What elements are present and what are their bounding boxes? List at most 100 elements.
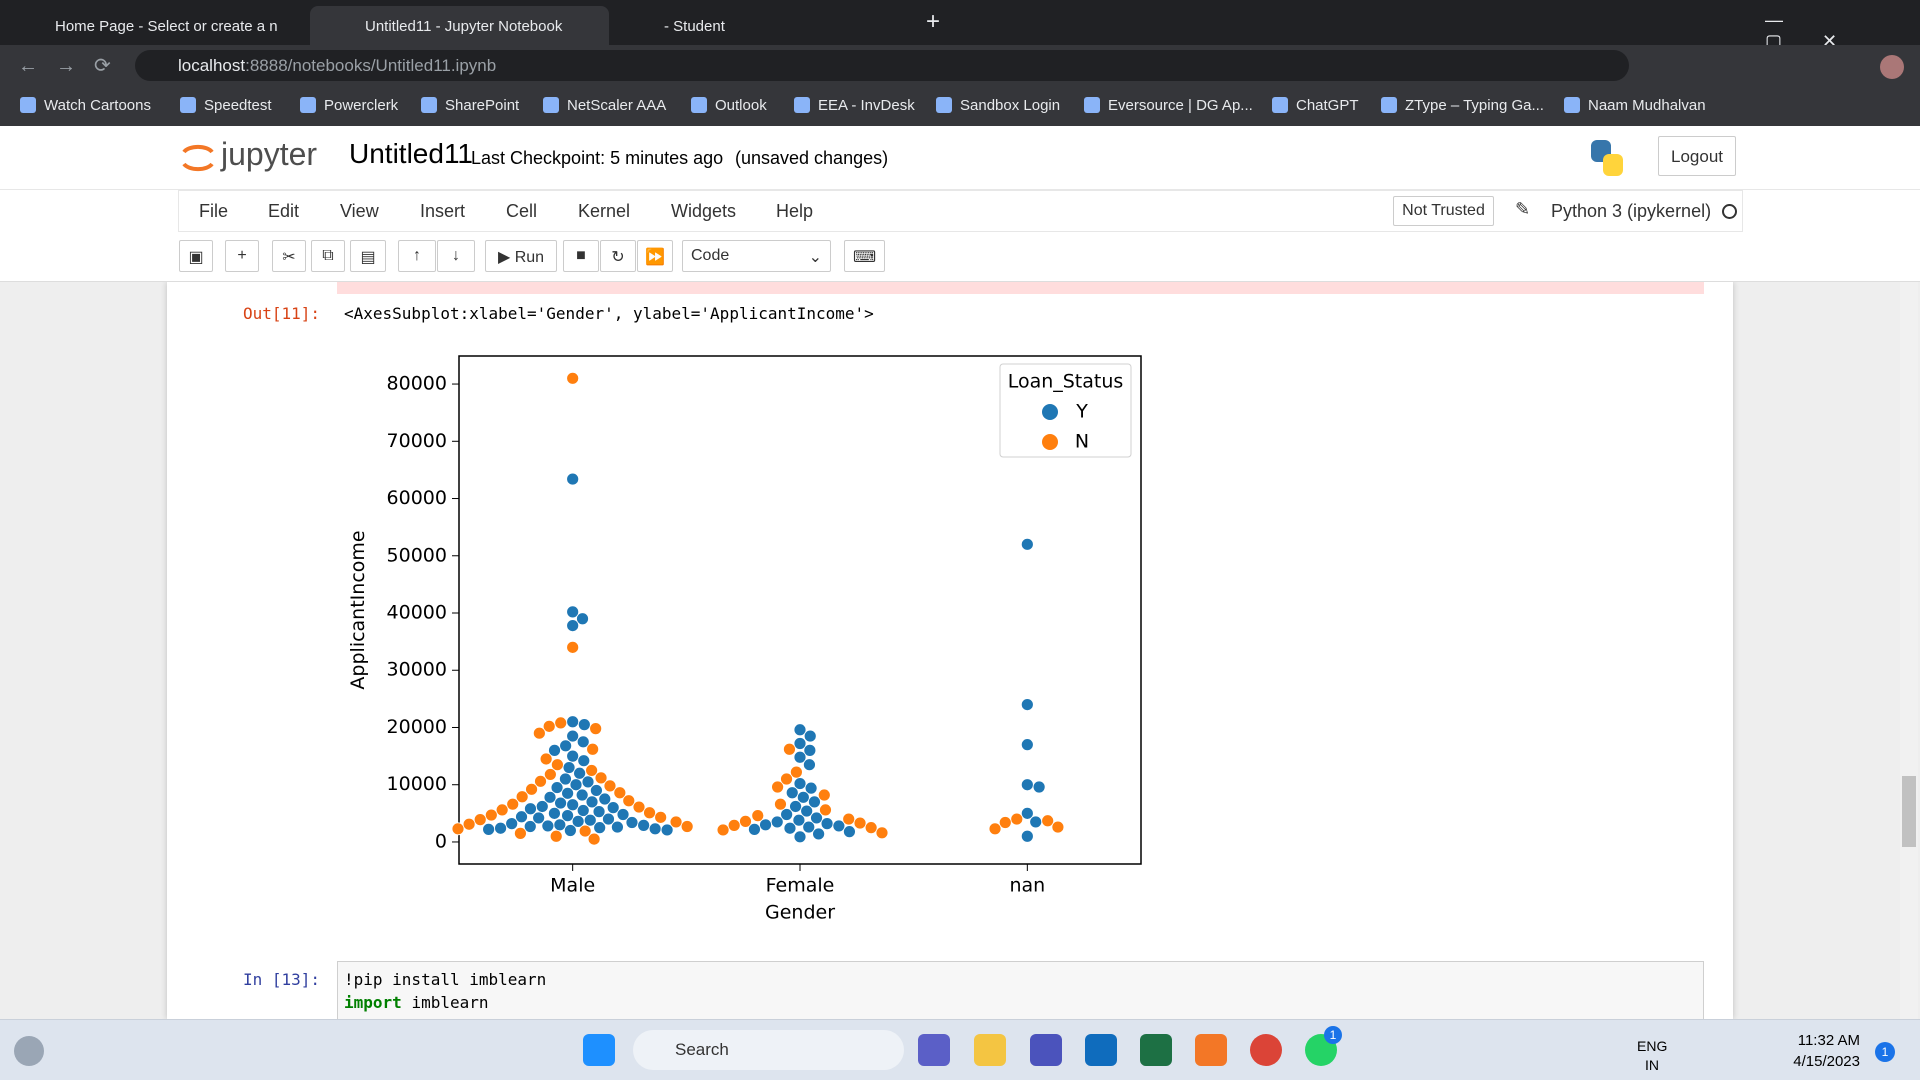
swarm-point [793,777,807,790]
move-up-button[interactable]: ↑ [398,240,436,272]
swarm-point [586,742,600,756]
swarm-point [559,739,573,753]
cell-type-select[interactable]: Code ⌄ [682,240,831,272]
bookmark[interactable]: Outlook [691,97,767,114]
bookmark[interactable]: Speedtest [180,97,272,114]
copy-button[interactable]: ⧉ [311,240,345,272]
edit-icon[interactable]: ✎ [1515,199,1531,219]
menu-item[interactable]: Edit [268,201,300,221]
tab[interactable]: - Student [609,6,906,45]
swarm-point [525,782,538,796]
swarm-point [843,825,856,839]
tab[interactable]: Home Page - Select or create a n [0,6,300,45]
swarm-point [523,820,537,833]
menu-item[interactable]: Widgets [671,201,737,221]
new-tab[interactable]: + [926,8,941,35]
trust-button[interactable]: Not Trusted [1393,196,1494,226]
app-icon[interactable] [1030,1034,1062,1066]
scrollbar[interactable] [1900,282,1918,1019]
region[interactable]: IN [1645,1057,1659,1073]
legend-marker [1042,404,1058,420]
move-down-button[interactable]: ↓ [437,240,475,272]
menu-item[interactable]: Insert [420,201,466,221]
bookmark[interactable]: ZType – Typing Ga... [1381,97,1544,114]
swarm-point [820,817,834,831]
menu-item[interactable]: File [199,201,229,221]
app-icon[interactable] [1195,1034,1227,1066]
code-cell[interactable]: !pip install imblearn import imblearn [337,961,1704,1019]
bookmark[interactable]: SharePoint [421,97,519,114]
swarm-point [549,829,563,843]
swarm-point [842,812,856,826]
bookmark[interactable]: Eversource | DG Ap... [1084,97,1253,114]
weather-icon[interactable] [14,1036,44,1066]
run-all-button[interactable]: ⏩ [637,240,673,272]
save-button[interactable]: ▣ [179,240,213,272]
swarm-point [589,722,603,736]
app-icon[interactable] [1140,1034,1172,1066]
bookmark[interactable]: Watch Cartoons [20,97,151,114]
jupyter-logo[interactable]: jupyter [221,136,318,172]
nav-buttons[interactable]: ←→⟳ [18,55,129,77]
swarm-point [561,809,574,823]
swarm-point [780,772,793,786]
swarm-point [554,716,568,730]
app-icon[interactable] [1250,1034,1282,1066]
stderr-output [337,282,1704,294]
swarm-point [598,792,612,806]
logout-button[interactable]: Logout [1658,136,1736,176]
restart-button[interactable]: ↻ [600,240,636,272]
swarm-point [622,794,636,808]
swarm-point [532,811,546,825]
swarm-point [559,772,572,786]
bookmark[interactable]: EEA - InvDesk [794,97,915,114]
swarm-point [793,830,807,844]
swarm-point [543,790,557,804]
omnibox[interactable]: localhost:8888/notebooks/Untitled11.ipyn… [135,50,1629,81]
menu-item[interactable]: Cell [506,201,538,221]
menu-item[interactable]: Kernel [578,201,631,221]
swarm-point [548,806,561,820]
swarm-point [585,764,599,777]
bookmark[interactable]: Sandbox Login [936,97,1060,114]
swarm-point [1020,806,1034,820]
search-box[interactable]: Search [633,1030,904,1070]
cut-button[interactable]: ✂ [272,240,306,272]
bookmark[interactable]: Powerclerk [300,97,398,114]
swarm-point [553,818,567,832]
bookmark[interactable]: ChatGPT [1272,97,1359,114]
swarm-point [506,797,520,811]
swarm-point [505,817,519,831]
search-label: Search [675,1040,729,1059]
interrupt-button[interactable]: ■ [563,240,599,272]
clock-date[interactable]: 4/15/2023 [1793,1053,1860,1070]
app-icon[interactable] [974,1034,1006,1066]
app-icon[interactable] [1085,1034,1117,1066]
swarm-point [803,729,817,743]
tab-active[interactable]: Untitled11 - Jupyter Notebook [310,6,609,45]
swarm-point [785,786,799,800]
swarm-point [808,795,821,809]
swarm-point [789,800,802,813]
add-button[interactable]: + [225,240,259,272]
paste-button[interactable]: ▤ [350,240,386,272]
run-button[interactable]: ▶ Run [485,240,557,272]
notebook-name[interactable]: Untitled11 [349,138,474,169]
code-keyword: import [344,993,402,1012]
scrollbar-thumb[interactable] [1902,776,1916,847]
notification-badge[interactable]: 1 [1875,1042,1895,1062]
bookmark[interactable]: NetScaler AAA [543,97,666,114]
clock-time[interactable]: 11:32 AM [1797,1032,1860,1049]
keyboard-button[interactable]: ⌨ [844,240,885,272]
profile[interactable] [1880,55,1904,79]
code-text: imblearn [411,993,489,1012]
menu-item[interactable]: View [340,201,379,221]
start-button[interactable] [583,1034,615,1066]
lang[interactable]: ENG [1637,1038,1668,1054]
swarm-point [451,822,465,836]
bookmarks-bar: Watch Cartoons Speedtest Powerclerk Shar… [0,86,1920,126]
notebook-area: Out[11]: <AxesSubplot:xlabel='Gender', y… [0,282,1920,1019]
menu-item[interactable]: Help [776,201,814,221]
bookmark[interactable]: Naam Mudhalvan [1564,97,1706,114]
app-icon[interactable] [918,1034,950,1066]
